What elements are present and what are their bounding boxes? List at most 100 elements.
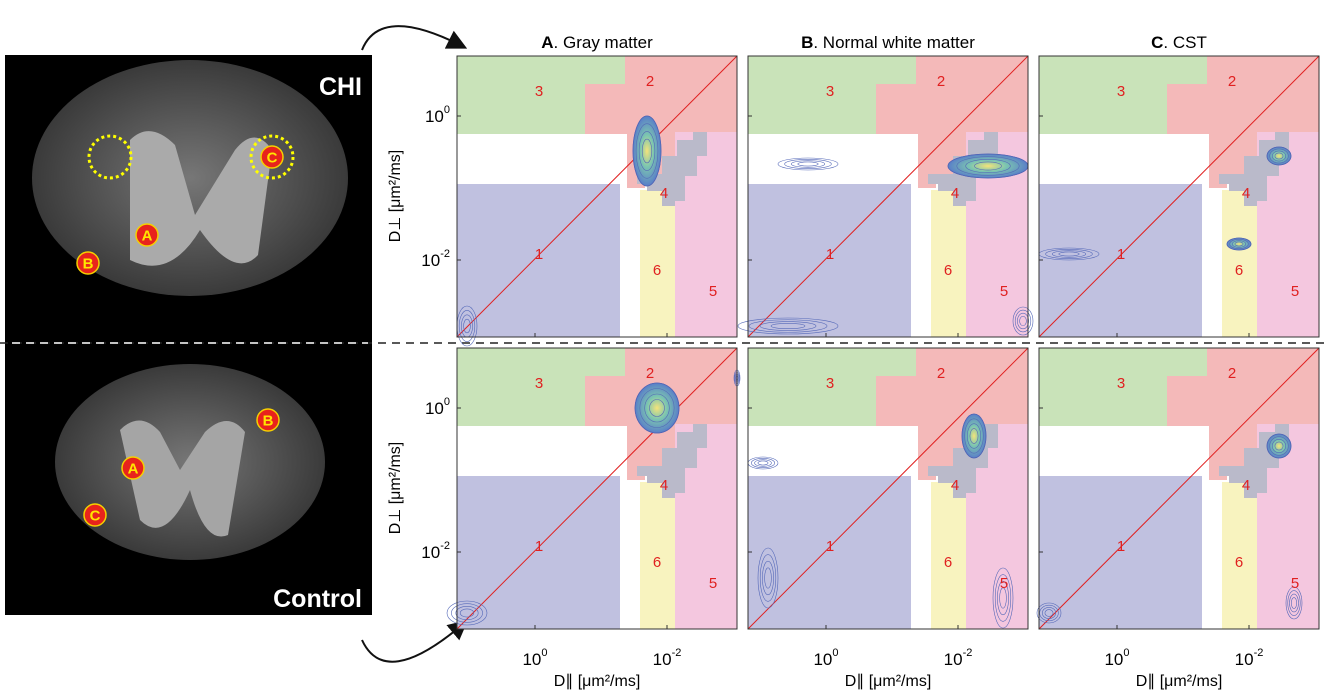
- region-label: 2: [646, 365, 654, 382]
- region-label: 3: [535, 83, 543, 100]
- region-label: 3: [826, 375, 834, 392]
- label-control: Control: [273, 585, 362, 613]
- column-title: B. Normal white matter: [801, 33, 975, 52]
- tick-exp: -2: [672, 647, 682, 659]
- x-tick-label: 100: [1104, 647, 1129, 669]
- panel: 1 2 3 4 5 6: [447, 348, 740, 629]
- page: {"left_image":{"top_label":"CHI","bottom…: [0, 0, 1326, 693]
- y-tick-label: 100: [425, 396, 450, 418]
- region-label: 5: [1000, 283, 1008, 300]
- y-tick-label: 100: [425, 104, 450, 126]
- column-title-text: . CST: [1163, 33, 1206, 52]
- x-tick-label: 10-2: [944, 647, 973, 669]
- marker-label: A: [142, 228, 153, 245]
- column-title: C. CST: [1151, 33, 1207, 52]
- region-label: 2: [1228, 73, 1236, 90]
- tick-exp: -2: [440, 540, 450, 552]
- arrow: [362, 625, 462, 662]
- x-tick-label: 10-2: [653, 647, 682, 669]
- contour: [748, 457, 778, 469]
- marker-label: B: [263, 413, 274, 430]
- tick-base: 10: [944, 650, 963, 669]
- x-tick-label: 10-2: [1235, 647, 1264, 669]
- region-label: 5: [1000, 575, 1008, 592]
- region-label: 3: [535, 375, 543, 392]
- tick-exp: 0: [541, 647, 547, 659]
- region-label: 1: [826, 538, 834, 555]
- region-label: 1: [535, 538, 543, 555]
- region-label: 4: [660, 185, 668, 202]
- x-tick-label: 100: [813, 647, 838, 669]
- region-label: 5: [1291, 575, 1299, 592]
- tick-exp: 0: [444, 396, 450, 408]
- column-letter: C: [1151, 33, 1163, 52]
- contour: [758, 461, 768, 465]
- tick-exp: -2: [1254, 647, 1264, 659]
- column-title-text: . Gray matter: [554, 33, 654, 52]
- tick-base: 10: [1235, 650, 1254, 669]
- region-label: 6: [944, 262, 952, 279]
- tick-base: 10: [653, 650, 672, 669]
- marker-label: A: [128, 461, 139, 478]
- tick-base: 10: [813, 650, 832, 669]
- tick-exp: 0: [444, 104, 450, 116]
- x-axis-label: D∥ [μm²/ms]: [1136, 673, 1223, 690]
- region-label: 4: [1242, 477, 1250, 494]
- tick-base: 10: [421, 251, 440, 270]
- x-tick-label: 100: [522, 647, 547, 669]
- region-label: 6: [944, 554, 952, 571]
- x-axis-label: D∥ [μm²/ms]: [554, 673, 641, 690]
- region-label: 4: [1242, 185, 1250, 202]
- region-label: 4: [660, 477, 668, 494]
- marker-label: C: [90, 508, 101, 525]
- region-label: 4: [951, 185, 959, 202]
- region-label: 3: [826, 83, 834, 100]
- column-title-text: . Normal white matter: [813, 33, 975, 52]
- region-label: 6: [1235, 262, 1243, 279]
- x-axis-label: D∥ [μm²/ms]: [845, 673, 932, 690]
- y-axis-label: D⊥ [μm²/ms]: [387, 442, 404, 534]
- tick-exp: 0: [1123, 647, 1129, 659]
- y-tick-label: 10-2: [421, 248, 450, 270]
- figure: CHI Control A B C A B C 1 2 3 4 5 6 1 2 3 4 5 6 1 2 3 4 5 6 1 2 3 4…: [0, 0, 1326, 693]
- region-label: 5: [709, 575, 717, 592]
- column-letter: B: [801, 33, 813, 52]
- region-label: 1: [826, 246, 834, 263]
- marker-label: B: [83, 256, 94, 273]
- region-label: 2: [937, 73, 945, 90]
- region-label: 3: [1117, 83, 1125, 100]
- tick-base: 10: [425, 107, 444, 126]
- region-label: 6: [653, 554, 661, 571]
- contour: [791, 161, 825, 168]
- marker-label: C: [267, 150, 278, 167]
- tick-base: 10: [1104, 650, 1123, 669]
- tick-exp: -2: [440, 248, 450, 260]
- region-label: 3: [1117, 375, 1125, 392]
- panel: 1 2 3 4 5 6: [738, 56, 1033, 337]
- region-label: 6: [1235, 554, 1243, 571]
- tick-base: 10: [421, 543, 440, 562]
- column-letter: A: [541, 33, 553, 52]
- region-label: 2: [1228, 365, 1236, 382]
- region-label: 2: [937, 365, 945, 382]
- arrow: [362, 26, 460, 50]
- panel: 1 2 3 4 5 6: [748, 348, 1028, 629]
- region-label: 1: [1117, 538, 1125, 555]
- tick-exp: 0: [832, 647, 838, 659]
- region-label: 1: [535, 246, 543, 263]
- y-tick-label: 10-2: [421, 540, 450, 562]
- panel: 123456: [457, 56, 737, 346]
- label-chi: CHI: [319, 73, 362, 101]
- region-label: 4: [951, 477, 959, 494]
- panel: 1 2 3 4 5 6: [1037, 348, 1319, 629]
- tick-exp: -2: [963, 647, 973, 659]
- column-title: A. Gray matter: [541, 33, 653, 52]
- region-label: 5: [709, 283, 717, 300]
- contour: [798, 162, 818, 166]
- tick-base: 10: [425, 399, 444, 418]
- y-axis-label: D⊥ [μm²/ms]: [387, 150, 404, 242]
- region-label: 2: [646, 73, 654, 90]
- region-label: 1: [1117, 246, 1125, 263]
- contour: [778, 158, 838, 170]
